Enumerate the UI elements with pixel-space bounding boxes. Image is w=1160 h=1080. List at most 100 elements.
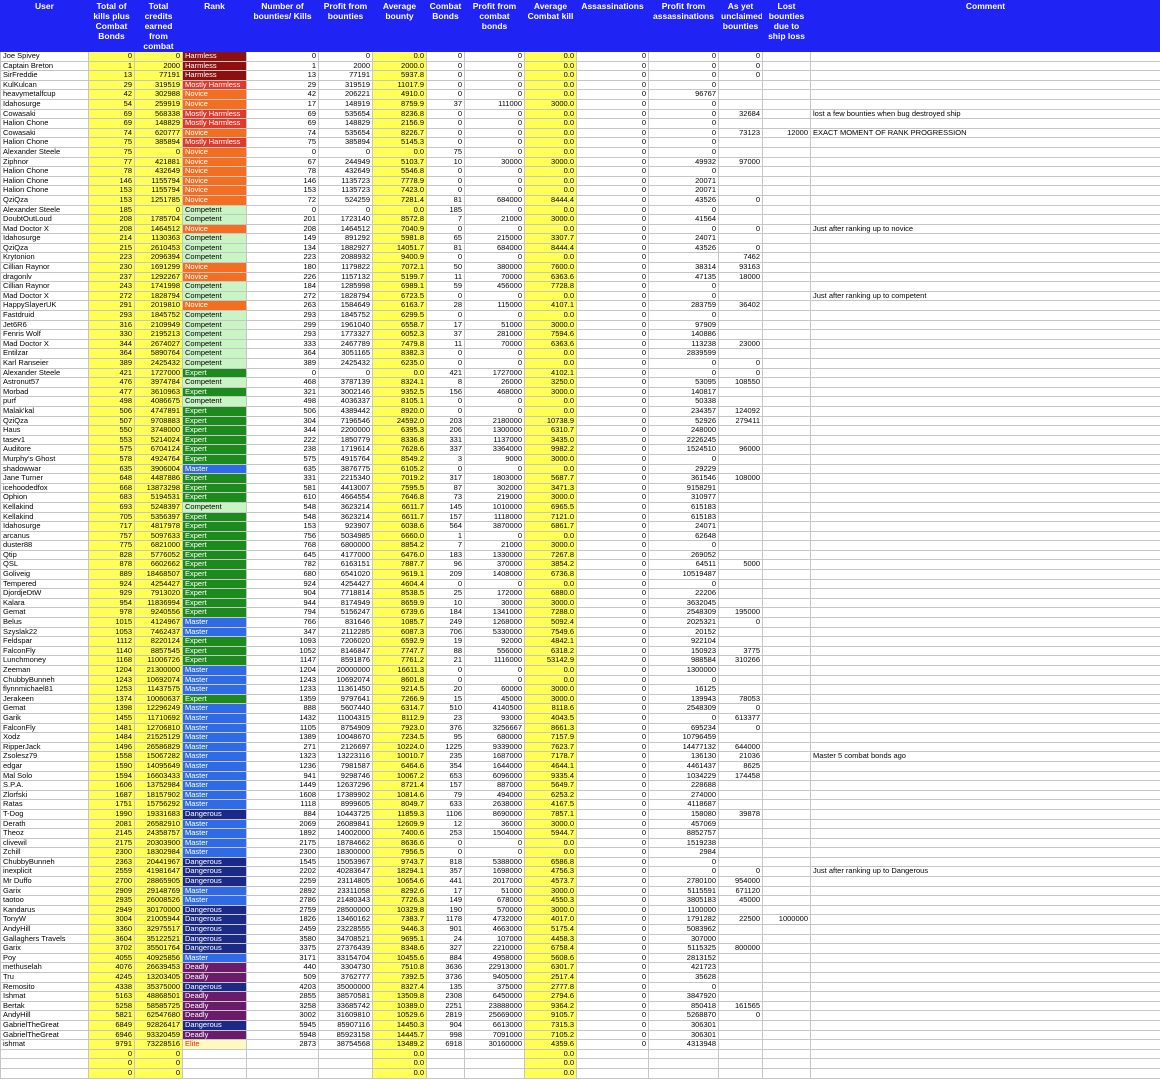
cell-total-credits[interactable]: 2109949 (134, 319, 183, 331)
cell-bounties-kills[interactable]: 1093 (246, 636, 319, 647)
cell-average-combat-kill[interactable]: 7267.8 (524, 549, 577, 561)
cell-total-kills[interactable]: 648 (88, 473, 135, 484)
col-header-profit-bounties[interactable]: Profit from bounties (318, 0, 373, 52)
cell-average-bounty[interactable]: 8854.2 (372, 540, 427, 551)
cell-average-bounty[interactable]: 8601.8 (372, 674, 427, 686)
cell-assassinations[interactable]: 0 (576, 252, 649, 264)
cell-average-bounty[interactable]: 5199.7 (372, 271, 427, 283)
cell-assassinations[interactable]: 0 (576, 876, 649, 887)
cell-bounties-kills[interactable]: 1449 (246, 780, 319, 791)
cell-comment[interactable] (810, 396, 1160, 407)
cell-user[interactable]: FalconFly (0, 645, 89, 657)
cell-lost-bounties[interactable] (762, 789, 811, 801)
cell-lost-bounties[interactable] (762, 175, 811, 187)
cell-lost-bounties[interactable] (762, 540, 811, 551)
cell-average-combat-kill[interactable]: 3000.0 (524, 540, 577, 551)
cell-bounties-kills[interactable]: 29 (246, 79, 319, 91)
cell-lost-bounties[interactable] (762, 924, 811, 935)
cell-profit-bounties[interactable]: 1845752 (318, 310, 373, 321)
cell-lost-bounties[interactable] (762, 252, 811, 264)
cell-profit-combat-bonds[interactable]: 0 (464, 530, 525, 542)
cell-bounties-kills[interactable]: 0 (246, 204, 319, 216)
cell-user[interactable]: RipperJack (0, 741, 89, 753)
cell-total-credits[interactable]: 1464512 (134, 223, 183, 235)
cell-combat-bonds[interactable]: 20 (426, 684, 465, 695)
cell-average-combat-kill[interactable]: 9364.2 (524, 1000, 577, 1012)
cell-profit-assassinations[interactable]: 0 (648, 51, 719, 62)
cell-assassinations[interactable]: 0 (576, 780, 649, 791)
cell-total-credits[interactable]: 20303900 (134, 837, 183, 849)
cell-bounties-kills[interactable]: 78 (246, 166, 319, 177)
cell-profit-assassinations[interactable]: 64511 (648, 559, 719, 571)
cell-bounties-kills[interactable]: 263 (246, 300, 319, 312)
cell-user[interactable]: Kellakind (0, 501, 89, 513)
cell-rank[interactable]: Competent (182, 310, 247, 321)
cell-rank[interactable]: Novice (182, 185, 247, 196)
cell-total-credits[interactable]: 1155794 (134, 185, 183, 196)
cell-combat-bonds[interactable]: 206 (426, 425, 465, 436)
cell-lost-bounties[interactable] (762, 233, 811, 244)
cell-comment[interactable] (810, 358, 1160, 369)
cell-combat-bonds[interactable]: 441 (426, 876, 465, 887)
cell-user[interactable]: Fenris Wolf (0, 329, 89, 340)
cell-lost-bounties[interactable] (762, 396, 811, 407)
cell-combat-bonds[interactable]: 21 (426, 655, 465, 666)
cell-profit-assassinations[interactable] (648, 1048, 719, 1060)
cell-profit-assassinations[interactable]: 274000 (648, 789, 719, 801)
cell-bounties-kills[interactable]: 794 (246, 607, 319, 619)
cell-total-kills[interactable]: 550 (88, 425, 135, 436)
cell-unclaimed-bounties[interactable]: 124092 (718, 405, 763, 417)
cell-unclaimed-bounties[interactable] (718, 214, 763, 225)
cell-lost-bounties[interactable] (762, 549, 811, 561)
cell-combat-bonds[interactable]: 706 (426, 626, 465, 638)
cell-lost-bounties[interactable] (762, 876, 811, 887)
cell-user[interactable]: ChubbyBunneh (0, 856, 89, 868)
cell-total-credits[interactable]: 432649 (134, 166, 183, 177)
cell-comment[interactable] (810, 1010, 1160, 1021)
cell-total-kills[interactable]: 1253 (88, 684, 135, 695)
cell-lost-bounties[interactable] (762, 943, 811, 954)
cell-comment[interactable] (810, 991, 1160, 1002)
cell-comment[interactable] (810, 828, 1160, 839)
cell-profit-combat-bonds[interactable]: 1116000 (464, 655, 525, 666)
cell-unclaimed-bounties[interactable] (718, 924, 763, 935)
cell-combat-bonds[interactable]: 998 (426, 1029, 465, 1041)
cell-profit-bounties[interactable]: 77191 (318, 70, 373, 81)
cell-average-bounty[interactable]: 9446.3 (372, 924, 427, 935)
cell-combat-bonds[interactable]: 184 (426, 607, 465, 619)
cell-rank[interactable]: Harmless (182, 60, 247, 72)
cell-profit-bounties[interactable]: 0 (318, 51, 373, 62)
cell-total-kills[interactable]: 75 (88, 137, 135, 148)
cell-comment[interactable] (810, 463, 1160, 475)
cell-average-combat-kill[interactable]: 0.0 (524, 51, 577, 62)
cell-profit-combat-bonds[interactable]: 115000 (464, 300, 525, 312)
cell-total-credits[interactable]: 620777 (134, 127, 183, 139)
cell-lost-bounties[interactable] (762, 617, 811, 628)
cell-user[interactable]: Mad Doctor X (0, 338, 89, 350)
cell-unclaimed-bounties[interactable] (718, 166, 763, 177)
cell-total-kills[interactable]: 185 (88, 204, 135, 216)
cell-total-kills[interactable]: 2700 (88, 876, 135, 887)
cell-total-kills[interactable]: 978 (88, 607, 135, 619)
cell-unclaimed-bounties[interactable]: 0 (718, 1010, 763, 1021)
cell-bounties-kills[interactable]: 226 (246, 271, 319, 283)
cell-bounties-kills[interactable]: 2873 (246, 1039, 319, 1050)
cell-profit-assassinations[interactable]: 615183 (648, 501, 719, 513)
cell-profit-assassinations[interactable]: 140886 (648, 329, 719, 340)
cell-total-kills[interactable]: 2363 (88, 856, 135, 868)
cell-lost-bounties[interactable] (762, 204, 811, 216)
cell-combat-bonds[interactable]: 81 (426, 242, 465, 254)
cell-comment[interactable] (810, 732, 1160, 743)
cell-total-credits[interactable]: 28865905 (134, 876, 183, 887)
cell-combat-bonds[interactable]: 0 (426, 166, 465, 177)
cell-combat-bonds[interactable] (426, 1067, 465, 1079)
cell-average-combat-kill[interactable]: 4359.6 (524, 1039, 577, 1050)
cell-user[interactable]: Gemat (0, 703, 89, 714)
cell-average-combat-kill[interactable]: 0.0 (524, 358, 577, 369)
cell-comment[interactable] (810, 588, 1160, 599)
cell-profit-combat-bonds[interactable]: 6450000 (464, 991, 525, 1002)
cell-bounties-kills[interactable]: 238 (246, 444, 319, 455)
cell-lost-bounties[interactable] (762, 89, 811, 100)
cell-profit-assassinations[interactable]: 14477132 (648, 741, 719, 753)
cell-assassinations[interactable]: 0 (576, 463, 649, 475)
